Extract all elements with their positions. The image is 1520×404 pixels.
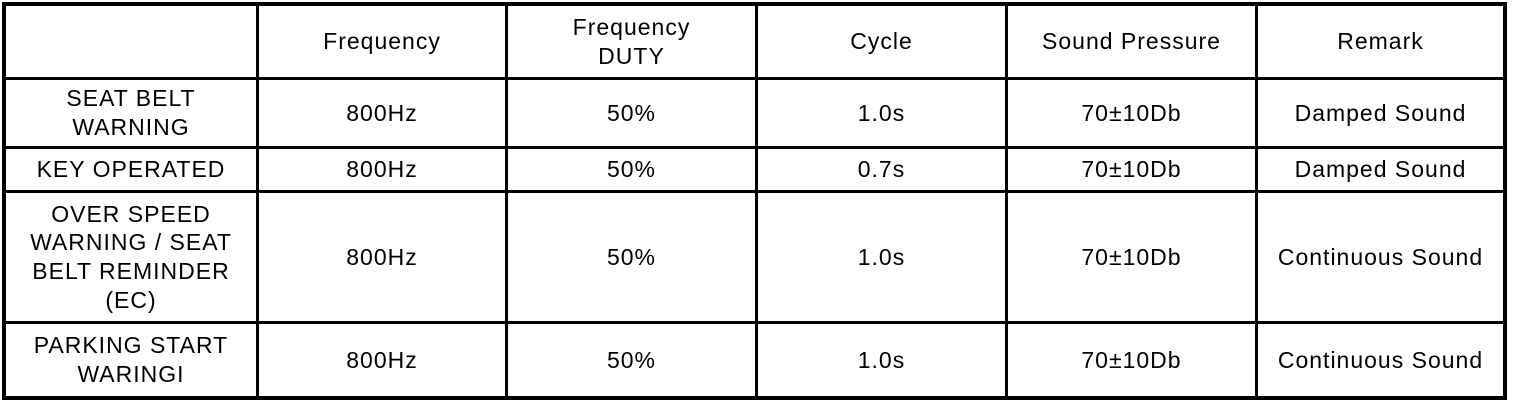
header-cell-frequency: Frequency (259, 6, 505, 77)
row-label-parking-start-waringi: PARKING START WARINGI (6, 324, 256, 396)
key-operated-cycle: 0.7s (758, 149, 1005, 190)
row-label-key-operated: KEY OPERATED (6, 149, 256, 190)
parking-start-waringi-frequency-duty: 50% (508, 324, 755, 396)
header-cell-blank (6, 6, 256, 77)
over-speed-warning-sound-pressure: 70±10Db (1008, 193, 1255, 321)
key-operated-frequency: 800Hz (259, 149, 505, 190)
header-cell-sound-pressure: Sound Pressure (1008, 6, 1255, 77)
row-label-seat-belt-warning: SEAT BELT WARNING (6, 80, 256, 146)
over-speed-warning-cycle: 1.0s (758, 193, 1005, 321)
over-speed-warning-frequency-duty: 50% (508, 193, 755, 321)
seat-belt-warning-remark: Damped Sound (1258, 80, 1503, 146)
seat-belt-warning-sound-pressure: 70±10Db (1008, 80, 1255, 146)
header-cell-remark: Remark (1258, 6, 1503, 77)
parking-start-waringi-remark: Continuous Sound (1258, 324, 1503, 396)
key-operated-frequency-duty: 50% (508, 149, 755, 190)
parking-start-waringi-frequency: 800Hz (259, 324, 505, 396)
parking-start-waringi-cycle: 1.0s (758, 324, 1005, 396)
over-speed-warning-remark: Continuous Sound (1258, 193, 1503, 321)
buzzer-spec-table: Frequency Frequency DUTY Cycle Sound Pre… (2, 2, 1507, 400)
parking-start-waringi-sound-pressure: 70±10Db (1008, 324, 1255, 396)
key-operated-sound-pressure: 70±10Db (1008, 149, 1255, 190)
header-cell-cycle: Cycle (758, 6, 1005, 77)
over-speed-warning-frequency: 800Hz (259, 193, 505, 321)
seat-belt-warning-cycle: 1.0s (758, 80, 1005, 146)
seat-belt-warning-frequency: 800Hz (259, 80, 505, 146)
row-label-over-speed-warning: OVER SPEED WARNING / SEAT BELT REMINDER … (6, 193, 256, 321)
key-operated-remark: Damped Sound (1258, 149, 1503, 190)
seat-belt-warning-frequency-duty: 50% (508, 80, 755, 146)
header-cell-frequency-duty: Frequency DUTY (508, 6, 755, 77)
